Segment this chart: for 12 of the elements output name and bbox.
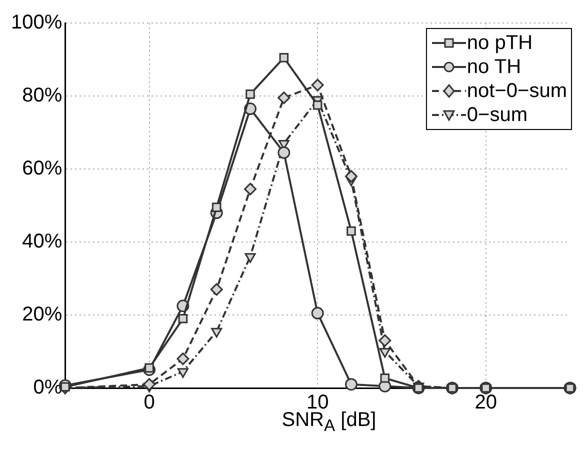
y-tick-label: 60% bbox=[22, 158, 62, 180]
x-tick-label: 0 bbox=[144, 392, 155, 414]
y-tick-label: 100% bbox=[10, 12, 62, 34]
y-tick-label: 40% bbox=[22, 230, 62, 253]
x-axis-title: SNR$_{A}$ [dB] bbox=[282, 409, 376, 435]
legend-label: 0−sum bbox=[466, 103, 528, 127]
legend-label: no pTH bbox=[466, 31, 533, 55]
x-tick-label: 20 bbox=[474, 392, 497, 414]
legend-label: not−0−sum bbox=[466, 79, 567, 103]
y-tick-label: 20% bbox=[22, 304, 62, 326]
legend-label: no TH bbox=[466, 55, 522, 79]
y-tick-label: 80% bbox=[22, 84, 62, 107]
